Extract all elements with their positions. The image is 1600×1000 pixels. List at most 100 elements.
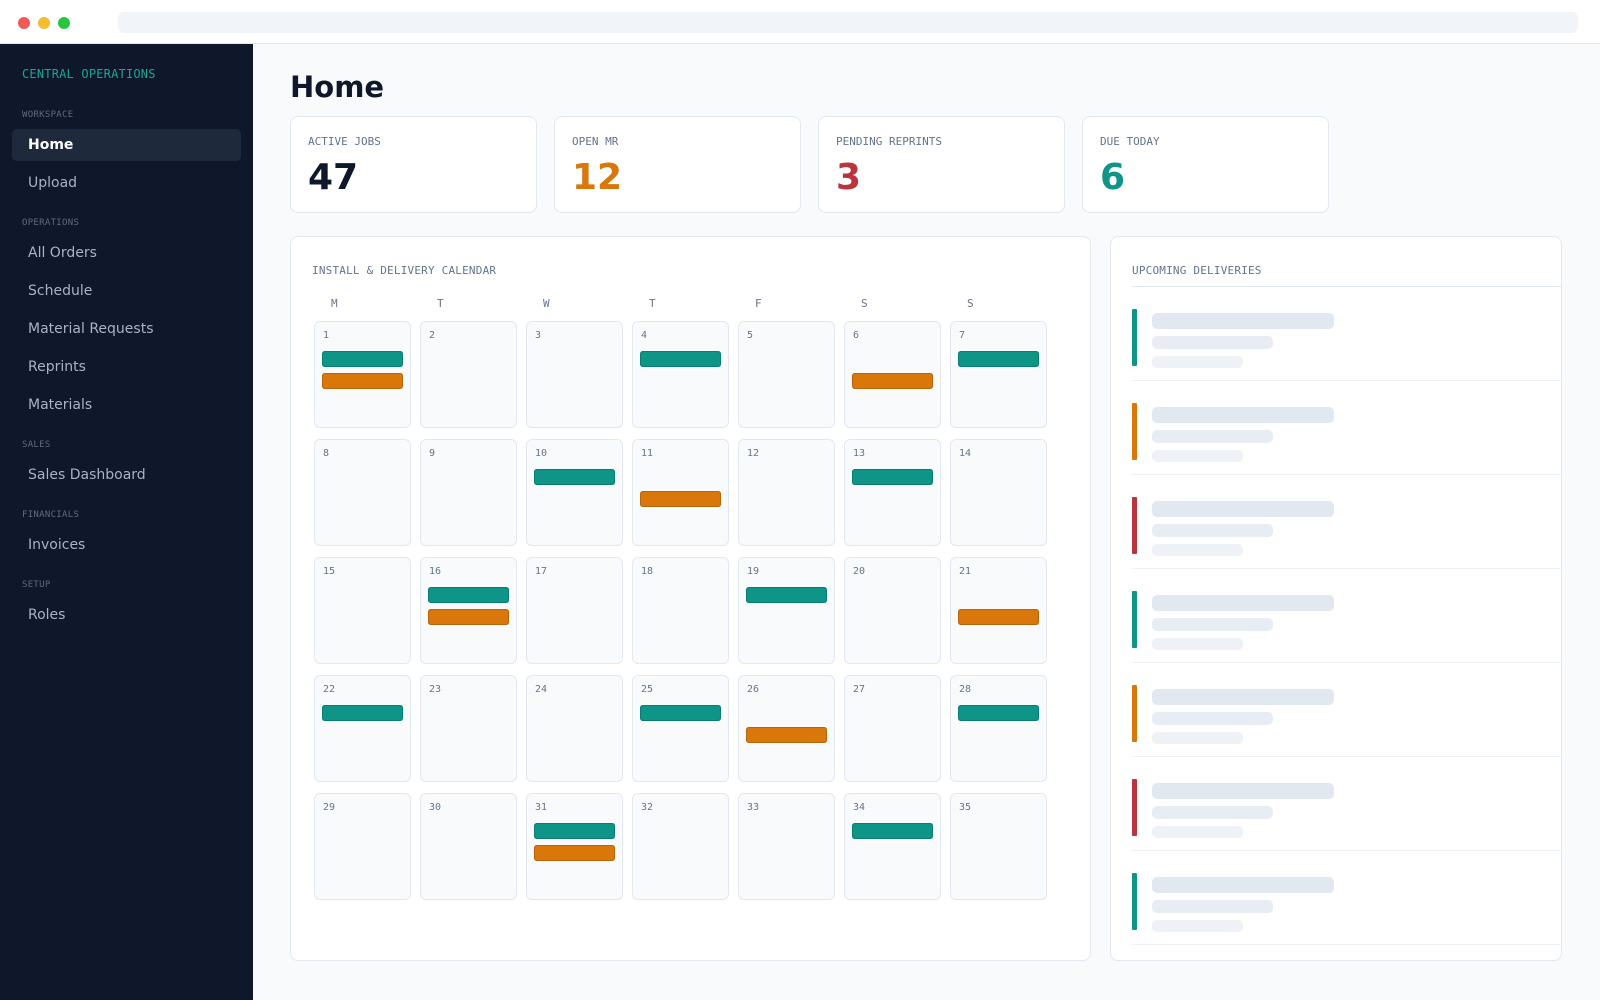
calendar-event-delivery[interactable] [640, 491, 721, 507]
calendar-day[interactable]: 4 [632, 321, 729, 428]
delivery-item[interactable] [1132, 287, 1562, 381]
calendar-event-install[interactable] [322, 705, 403, 721]
calendar-day[interactable]: 35 [950, 793, 1047, 900]
day-number: 1 [323, 330, 330, 341]
calendar-event-install[interactable] [958, 705, 1039, 721]
calendar-day[interactable]: 21 [950, 557, 1047, 664]
stat-card-due-today[interactable]: DUE TODAY 6 [1082, 116, 1329, 213]
calendar-day[interactable]: 6 [844, 321, 941, 428]
calendar-event-delivery[interactable] [322, 373, 403, 389]
weekday-label: M [331, 297, 338, 310]
calendar-event-delivery[interactable] [534, 845, 615, 861]
sidebar-item-invoices[interactable]: Invoices [28, 537, 86, 553]
calendar-day[interactable]: 1 [314, 321, 411, 428]
day-number: 30 [429, 802, 442, 813]
sidebar-item-roles[interactable]: Roles [28, 607, 66, 623]
calendar-event-install[interactable] [534, 823, 615, 839]
window-maximize-button[interactable] [58, 17, 70, 29]
calendar-day[interactable]: 14 [950, 439, 1047, 546]
day-number: 13 [853, 448, 866, 459]
calendar-day[interactable]: 11 [632, 439, 729, 546]
calendar-day[interactable]: 20 [844, 557, 941, 664]
loading-placeholder [1152, 712, 1273, 725]
calendar-day[interactable]: 28 [950, 675, 1047, 782]
delivery-item[interactable] [1132, 381, 1562, 475]
sidebar-item-upload[interactable]: Upload [28, 175, 78, 191]
calendar-event-install[interactable] [534, 469, 615, 485]
calendar-day[interactable]: 24 [526, 675, 623, 782]
calendar-day[interactable]: 13 [844, 439, 941, 546]
loading-placeholder [1152, 638, 1243, 650]
calendar-event-install[interactable] [958, 351, 1039, 367]
calendar-day[interactable]: 23 [420, 675, 517, 782]
weekday-label: S [861, 297, 868, 310]
day-number: 7 [959, 330, 966, 341]
calendar-day[interactable]: 10 [526, 439, 623, 546]
calendar-event-delivery[interactable] [746, 727, 827, 743]
calendar-day[interactable]: 19 [738, 557, 835, 664]
loading-placeholder [1152, 689, 1334, 705]
day-number: 33 [747, 802, 760, 813]
sidebar-item-sales-dashboard[interactable]: Sales Dashboard [28, 467, 146, 483]
sidebar-item-material-requests[interactable]: Material Requests [28, 321, 154, 337]
calendar-event-install[interactable] [852, 823, 933, 839]
calendar-day[interactable]: 30 [420, 793, 517, 900]
delivery-item[interactable] [1132, 757, 1562, 851]
stat-card-pending-reprints[interactable]: PENDING REPRINTS 3 [818, 116, 1065, 213]
sidebar-item-reprints[interactable]: Reprints [28, 359, 86, 375]
calendar-day[interactable]: 32 [632, 793, 729, 900]
calendar-day[interactable]: 17 [526, 557, 623, 664]
calendar-day[interactable]: 5 [738, 321, 835, 428]
calendar-day[interactable]: 18 [632, 557, 729, 664]
sidebar-item-materials[interactable]: Materials [28, 397, 93, 413]
stat-card-active-jobs[interactable]: ACTIVE JOBS 47 [290, 116, 537, 213]
delivery-item[interactable] [1132, 569, 1562, 663]
status-indicator [1132, 309, 1137, 366]
delivery-item[interactable] [1132, 851, 1562, 945]
calendar-day[interactable]: 3 [526, 321, 623, 428]
stat-value: 3 [836, 157, 862, 198]
status-indicator [1132, 497, 1137, 554]
calendar-title: INSTALL & DELIVERY CALENDAR [312, 264, 497, 277]
calendar-event-install[interactable] [428, 587, 509, 603]
calendar-day[interactable]: 34 [844, 793, 941, 900]
calendar-event-install[interactable] [640, 705, 721, 721]
calendar-event-install[interactable] [746, 587, 827, 603]
calendar-day[interactable]: 15 [314, 557, 411, 664]
window-minimize-button[interactable] [38, 17, 50, 29]
calendar-day[interactable]: 9 [420, 439, 517, 546]
calendar-day[interactable]: 22 [314, 675, 411, 782]
window-close-button[interactable] [18, 17, 30, 29]
calendar-event-delivery[interactable] [852, 373, 933, 389]
calendar-day[interactable]: 2 [420, 321, 517, 428]
calendar-day[interactable]: 29 [314, 793, 411, 900]
weekday-label: W [543, 297, 550, 310]
calendar-day[interactable]: 33 [738, 793, 835, 900]
stat-card-open-mr[interactable]: OPEN MR 12 [554, 116, 801, 213]
calendar-day[interactable]: 16 [420, 557, 517, 664]
day-number: 27 [853, 684, 866, 695]
loading-placeholder [1152, 826, 1243, 838]
loading-placeholder [1152, 877, 1334, 893]
calendar-day[interactable]: 31 [526, 793, 623, 900]
address-bar[interactable] [118, 12, 1578, 33]
sidebar-item-schedule[interactable]: Schedule [28, 283, 93, 299]
calendar-event-install[interactable] [640, 351, 721, 367]
calendar-day[interactable]: 8 [314, 439, 411, 546]
day-number: 17 [535, 566, 548, 577]
calendar-event-install[interactable] [322, 351, 403, 367]
sidebar-item-home[interactable]: Home [12, 129, 241, 161]
delivery-item[interactable] [1132, 663, 1562, 757]
calendar-day[interactable]: 27 [844, 675, 941, 782]
day-number: 16 [429, 566, 442, 577]
delivery-item[interactable] [1132, 475, 1562, 569]
calendar-day[interactable]: 25 [632, 675, 729, 782]
calendar-day[interactable]: 26 [738, 675, 835, 782]
day-number: 34 [853, 802, 866, 813]
calendar-day[interactable]: 7 [950, 321, 1047, 428]
sidebar-item-all-orders[interactable]: All Orders [28, 245, 97, 261]
calendar-event-delivery[interactable] [958, 609, 1039, 625]
calendar-day[interactable]: 12 [738, 439, 835, 546]
calendar-event-delivery[interactable] [428, 609, 509, 625]
calendar-event-install[interactable] [852, 469, 933, 485]
